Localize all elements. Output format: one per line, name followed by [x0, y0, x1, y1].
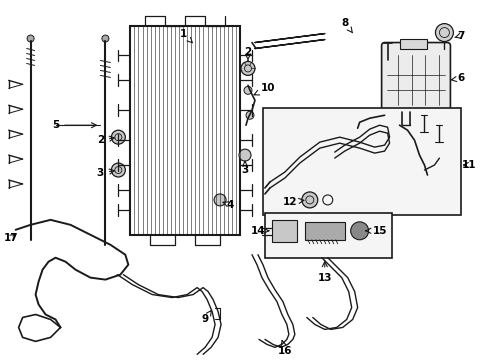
Circle shape — [350, 222, 368, 240]
Bar — [130, 26, 240, 235]
Text: 3: 3 — [241, 161, 248, 175]
Text: 2: 2 — [97, 135, 114, 145]
Text: 6: 6 — [450, 73, 464, 84]
Bar — [271, 220, 296, 242]
Text: 11: 11 — [461, 160, 476, 170]
Text: 7: 7 — [454, 31, 464, 41]
Circle shape — [245, 111, 253, 119]
Circle shape — [111, 130, 125, 144]
Text: 10: 10 — [254, 84, 275, 95]
Text: 5: 5 — [52, 120, 96, 130]
Circle shape — [239, 149, 250, 161]
Circle shape — [244, 86, 251, 94]
Bar — [399, 39, 427, 49]
Text: 15: 15 — [365, 226, 386, 236]
Text: 8: 8 — [341, 18, 352, 33]
Circle shape — [27, 35, 34, 42]
Text: 9: 9 — [201, 311, 211, 324]
Circle shape — [435, 24, 452, 41]
FancyBboxPatch shape — [381, 42, 449, 118]
Text: 17: 17 — [3, 233, 18, 243]
Circle shape — [111, 163, 125, 177]
Text: 13: 13 — [317, 262, 331, 283]
Text: 2: 2 — [244, 48, 251, 60]
Bar — [263, 108, 461, 215]
Text: 16: 16 — [277, 341, 291, 356]
Text: 12: 12 — [282, 197, 303, 207]
Text: 1: 1 — [179, 28, 192, 43]
Circle shape — [102, 35, 109, 42]
Circle shape — [301, 192, 317, 208]
Circle shape — [241, 62, 254, 75]
Bar — [264, 213, 391, 258]
Text: 14: 14 — [250, 226, 268, 236]
Bar — [304, 222, 344, 240]
Text: 3: 3 — [97, 168, 114, 178]
Text: 4: 4 — [223, 200, 233, 210]
Circle shape — [214, 194, 225, 206]
